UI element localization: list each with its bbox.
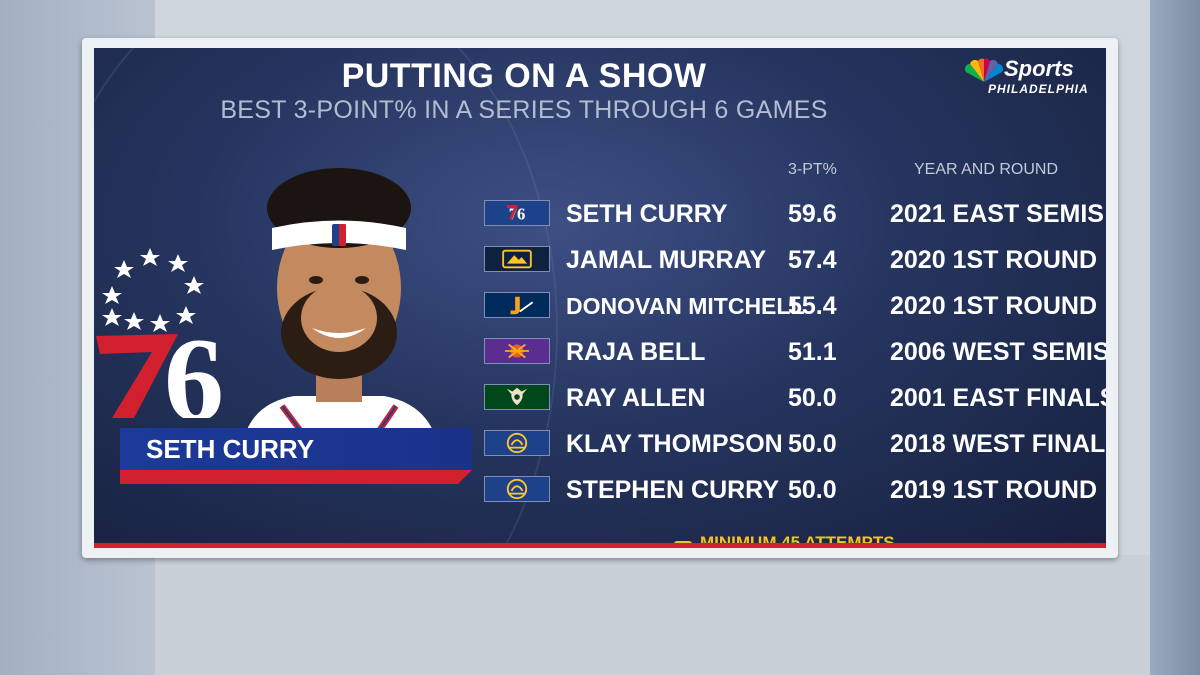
year-round: 2020 1ST ROUND [890,246,1098,274]
player-name: STEPHEN CURRY [566,476,779,504]
table-row: DONOVAN MITCHELL 55.4 2020 1ST ROUND [484,288,1098,324]
warriors-logo [484,476,550,502]
three-pt-pct: 57.4 [788,246,837,274]
sixers-logo: 76 [484,200,550,226]
warriors-logo [484,430,550,456]
three-pt-pct: 50.0 [788,476,837,504]
featured-player: 6 [96,168,476,488]
graphic-title: PUTTING ON A SHOW [341,57,707,95]
bottom-accent-bar [94,543,1106,548]
three-pt-pct: 55.4 [788,292,837,320]
background-bottom [155,555,1150,675]
table-row: 76 SETH CURRY 59.6 2021 EAST SEMIS [484,196,1104,232]
year-round: 2020 1ST ROUND [890,292,1098,320]
sixers-76-logo: 6 [96,248,224,418]
graphic-inner: PUTTING ON A SHOW BEST 3-POINT% IN A SER… [94,48,1106,548]
nameplate-accent [120,470,472,484]
table-row: RAJA BELL 51.1 2006 WEST SEMIS [484,334,1106,370]
suns-logo [484,338,550,364]
network-city: PHILADELPHIA [988,82,1089,96]
year-round: 2001 EAST FINALS [890,384,1106,412]
table-row: KLAY THOMPSON 50.0 2018 WEST FINALS [484,426,1106,462]
player-name: KLAY THOMPSON [566,430,783,458]
svg-text:76: 76 [509,204,526,223]
player-name: SETH CURRY [566,200,728,228]
svg-text:6: 6 [164,313,224,418]
column-header-year-round: YEAR AND ROUND [914,161,1059,178]
player-name: RAY ALLEN [566,384,706,412]
year-round: 2006 WEST SEMIS [890,338,1106,366]
column-header-3pt: 3-PT% [788,161,837,178]
bucks-logo [484,384,550,410]
three-pt-pct: 50.0 [788,384,837,412]
year-round: 2018 WEST FINALS [890,430,1106,458]
background-right [1150,0,1200,675]
player-name: DONOVAN MITCHELL [566,293,805,319]
nuggets-logo [484,246,550,272]
graphic-panel: PUTTING ON A SHOW BEST 3-POINT% IN A SER… [82,38,1118,558]
table-row: JAMAL MURRAY 57.4 2020 1ST ROUND [484,242,1098,278]
background-swoosh [94,48,558,548]
player-name: RAJA BELL [566,338,706,366]
year-round: 2019 1ST ROUND [890,476,1098,504]
three-pt-pct: 51.1 [788,338,837,366]
network-brand: Sports [1004,56,1074,81]
peacock-icon [965,58,1003,82]
table-row: RAY ALLEN 50.0 2001 EAST FINALS [484,380,1106,416]
jazz-logo [484,292,550,318]
featured-player-name: SETH CURRY [120,428,472,470]
player-headshot [244,168,436,438]
three-pt-pct: 59.6 [788,200,837,228]
player-name: JAMAL MURRAY [566,246,767,274]
nbc-sports-logo: Sports PHILADELPHIA [964,56,1092,102]
graphic-subtitle: BEST 3-POINT% IN A SERIES THROUGH 6 GAME… [220,96,828,124]
table-row: STEPHEN CURRY 50.0 2019 1ST ROUND [484,472,1098,508]
three-pt-pct: 50.0 [788,430,837,458]
year-round: 2021 EAST SEMIS [890,200,1104,228]
